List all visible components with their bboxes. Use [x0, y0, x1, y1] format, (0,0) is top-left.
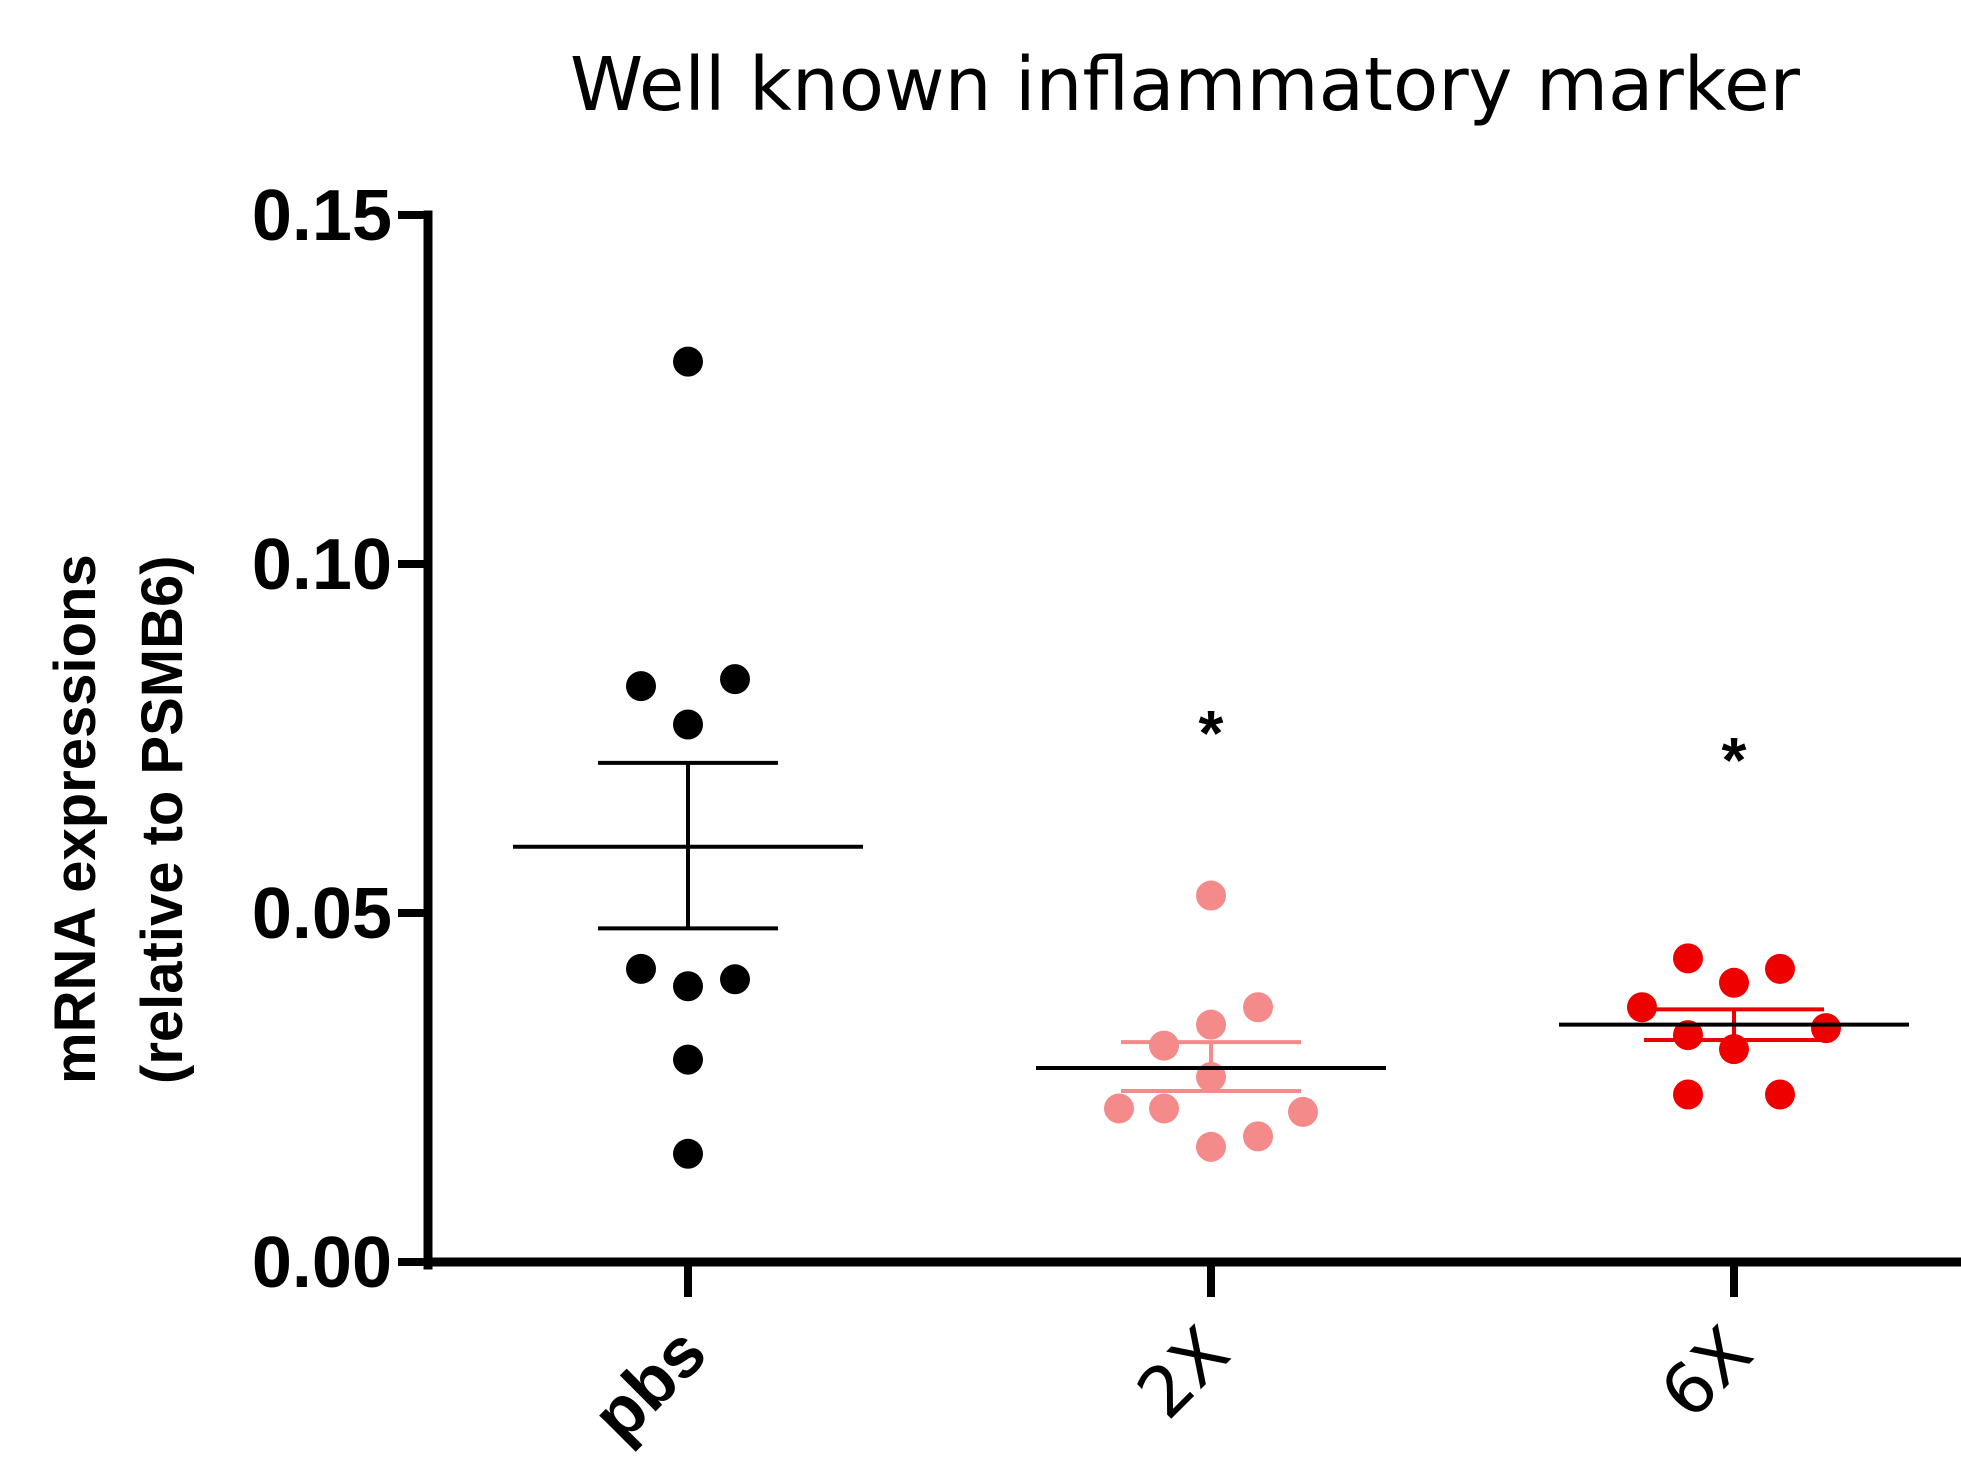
series-pbs — [513, 346, 863, 1169]
data-point — [1288, 1096, 1318, 1127]
data-point — [1104, 1093, 1134, 1124]
data-point — [1719, 967, 1749, 998]
x-tick-label: 2X — [1122, 1311, 1245, 1434]
series-2X: * — [1036, 697, 1386, 1162]
y-ticks: 0.00 0.05 0.10 0.15 — [252, 176, 428, 1303]
data-point — [1627, 992, 1657, 1023]
data-point — [626, 953, 656, 984]
x-ticks: pbs 2X 6X — [577, 1262, 1768, 1456]
data-point — [673, 1044, 703, 1075]
x-tick-label: pbs — [577, 1312, 720, 1455]
data-point — [1673, 1020, 1703, 1051]
data-point — [626, 671, 656, 702]
plot-marks: * * — [513, 346, 1909, 1169]
y-tick-label: 0.10 — [252, 525, 392, 605]
x-tick-label: 6X — [1645, 1311, 1768, 1434]
y-axis-label: mRNA expressions (relative to PSMB6) — [43, 554, 195, 1084]
data-point — [1811, 1013, 1841, 1044]
y-axis-label-line1: mRNA expressions — [43, 554, 108, 1084]
data-point — [673, 346, 703, 377]
data-point — [1243, 992, 1273, 1023]
chart-title: Well known inflammatory marker — [570, 42, 1801, 128]
data-point — [1196, 1009, 1226, 1040]
series-6X: * — [1559, 724, 1909, 1110]
data-point — [673, 1138, 703, 1169]
data-point — [1149, 1093, 1179, 1124]
data-point — [673, 971, 703, 1002]
y-tick-label: 0.15 — [252, 176, 392, 256]
data-point — [1196, 880, 1226, 911]
data-point — [1196, 1131, 1226, 1162]
data-point — [720, 664, 750, 695]
y-tick-label: 0.05 — [252, 874, 392, 954]
axes — [423, 210, 1961, 1270]
significance-marker: * — [1722, 724, 1747, 796]
data-point — [1673, 1079, 1703, 1110]
significance-marker: * — [1199, 697, 1224, 769]
y-axis-label-line2: (relative to PSMB6) — [130, 555, 195, 1084]
data-point — [1765, 1079, 1795, 1110]
y-tick-label: 0.00 — [252, 1223, 392, 1303]
data-point — [673, 709, 703, 740]
data-point — [1673, 943, 1703, 974]
data-point — [1765, 953, 1795, 984]
data-point — [1243, 1121, 1273, 1152]
data-point — [1149, 1030, 1179, 1061]
data-point — [720, 964, 750, 995]
